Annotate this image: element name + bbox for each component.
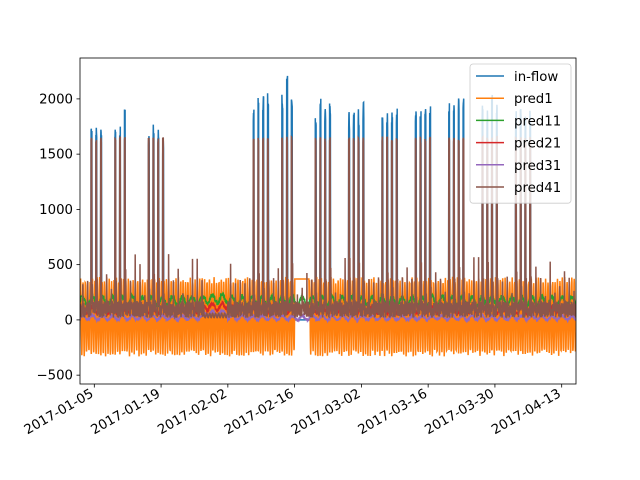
plot-area [80,75,576,357]
axes-frame [79,57,577,385]
legend-label-in-flow: in-flow [514,70,558,85]
y-tick-label: 1500 [39,148,73,163]
legend: in-flow pred1 pred11 pred21 pred31 pred41 [469,63,572,204]
y-tick-label: 1000 [39,203,73,218]
y-tick-label: 2000 [39,92,73,107]
legend-label-pred1: pred1 [514,92,553,107]
legend-label-pred41: pred41 [514,181,561,196]
legend-label-pred31: pred31 [514,159,561,174]
legend-label-pred21: pred21 [514,137,561,152]
y-tick-label: 500 [48,258,73,273]
y-tick-label: −500 [36,369,73,384]
y-tick-label: 0 [65,313,73,328]
series-line-pred41 [80,134,576,320]
legend-label-pred11: pred11 [514,114,561,129]
